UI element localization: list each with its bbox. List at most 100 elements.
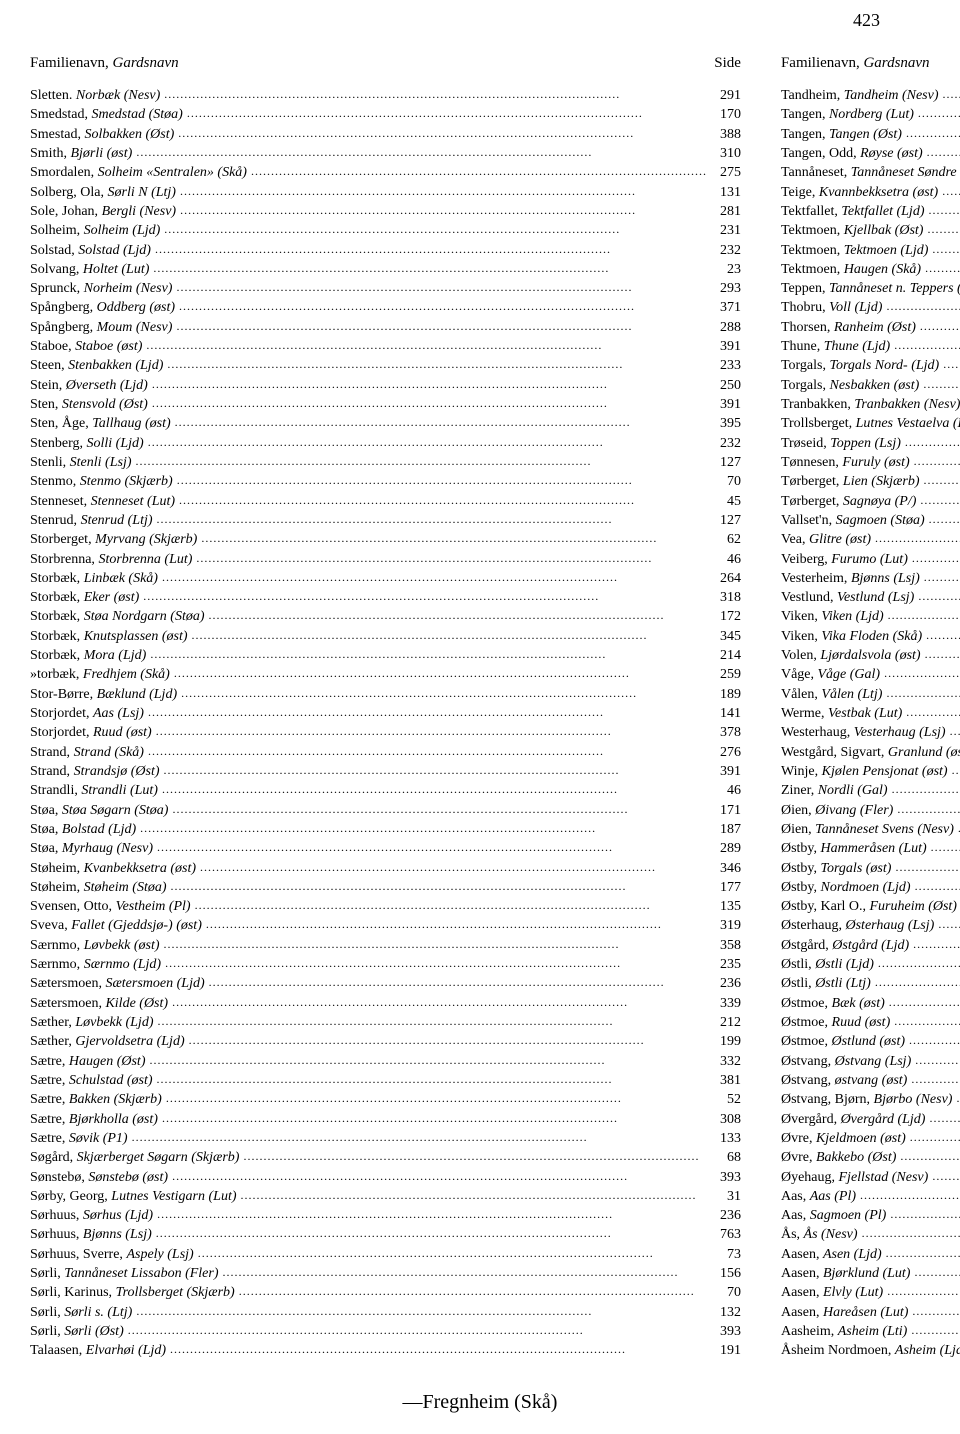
- index-entry: Østby, Hammeråsen (Lut)21: [781, 839, 960, 858]
- leader-dots: [187, 105, 707, 124]
- family-name: Tangen,: [781, 107, 829, 122]
- gards-name: Bergli (Nesv): [102, 204, 177, 219]
- entry-page: 281: [711, 202, 741, 221]
- index-entry: Stein, Øverseth (Ljd)250: [30, 376, 741, 395]
- entry-page: 381: [711, 1071, 741, 1090]
- entry-page: 232: [711, 241, 741, 260]
- gards-name: Hammeråsen (Lut): [821, 841, 927, 856]
- entry-label: Talaasen, Elvarhøi (Ljd): [30, 1341, 166, 1360]
- family-name: Viken,: [781, 609, 821, 624]
- index-entry: Tønnesen, Furuly (øst)323: [781, 453, 960, 472]
- entry-label: »torbæk, Fredhjem (Skå): [30, 665, 170, 684]
- family-name: Støheim,: [30, 880, 84, 895]
- index-entry: Svensen, Otto, Vestheim (Pl)135: [30, 897, 741, 916]
- leader-dots: [918, 588, 960, 607]
- index-entry: Thorsen, Ranheim (Øst)376: [781, 318, 960, 337]
- gards-name: østvang (øst): [835, 1073, 908, 1088]
- entry-label: Østby, Torgals (øst): [781, 859, 891, 878]
- entry-label: Sørli, Sørli (Øst): [30, 1322, 124, 1341]
- gards-name: Solheim «Sentralen» (Skå): [98, 165, 247, 180]
- index-entry: Tektmoen, Tektmoen (Ljd)238: [781, 241, 960, 260]
- left-entries: Sletten. Norbæk (Nesv)291Smedstad, Smeds…: [30, 86, 741, 1361]
- leader-dots: [906, 125, 960, 144]
- leader-dots: [201, 530, 707, 549]
- leader-dots: [157, 511, 707, 530]
- entry-page: 191: [711, 1341, 741, 1360]
- leader-dots: [241, 1187, 707, 1206]
- index-entry: Stenrud, Stenrud (Ltj)127: [30, 511, 741, 530]
- family-name: Sætersmoen,: [30, 976, 105, 991]
- index-entry: Sten, Stensvold (Øst)391: [30, 395, 741, 414]
- entry-label: Stenberg, Solli (Ljd): [30, 434, 144, 453]
- index-entry: Øvergård, Øvergård (Ljd)250: [781, 1110, 960, 1129]
- leader-dots: [920, 318, 960, 337]
- index-entry: Viken, Viken (Ljd)245: [781, 607, 960, 626]
- index-entry: Østli, Østli (Ltj)139: [781, 974, 960, 993]
- entry-label: Storjordet, Ruud (øst): [30, 723, 152, 742]
- family-name: Østby,: [781, 861, 821, 876]
- leader-dots: [886, 1245, 960, 1264]
- index-entry: Sørhuus, Bjønns (Lsj)763: [30, 1225, 741, 1244]
- leader-dots: [176, 279, 706, 298]
- gards-name: Thune (Ljd): [824, 339, 891, 354]
- entry-label: Tørberget, Lien (Skjærb): [781, 472, 920, 491]
- family-name: Tønnesen,: [781, 455, 842, 470]
- leader-dots: [889, 994, 960, 1013]
- gards-name: Glitre (øst): [809, 532, 871, 547]
- gards-name: Sagnøya (P/): [843, 494, 916, 509]
- entry-page: 199: [711, 1032, 741, 1051]
- index-entry: Sætersmoen, Sætersmoen (Ljd)236: [30, 974, 741, 993]
- leader-dots: [909, 1032, 960, 1051]
- left-column: Familienavn, Gardsnavn Side Sletten. Nor…: [30, 55, 741, 1361]
- leader-dots: [148, 434, 707, 453]
- gards-name: Tektfallet (Ljd): [841, 204, 924, 219]
- family-name: Østmoe,: [781, 996, 832, 1011]
- family-name: Sætre,: [30, 1073, 69, 1088]
- entry-label: Aasen, Elvly (Lut): [781, 1283, 883, 1302]
- leader-dots: [927, 144, 960, 163]
- gards-name: Nesbakken (øst): [830, 378, 920, 393]
- leader-dots: [172, 1168, 707, 1187]
- family-name: Vallset'n,: [781, 513, 836, 528]
- gards-name: Kjellbak (Øst): [844, 223, 924, 238]
- family-name: Svensen, Otto,: [30, 899, 116, 914]
- family-name: Østby,: [781, 880, 821, 895]
- gards-name: Furumo (Lut): [831, 552, 908, 567]
- family-name: Stenneset,: [30, 494, 91, 509]
- family-name: Aas,: [781, 1189, 810, 1204]
- entry-label: Storbæk, Linbæk (Skå): [30, 569, 158, 588]
- index-entry: Thune, Thune (Ljd)239: [781, 337, 960, 356]
- index-entry: Sætre, Bjørkholla (øst)308: [30, 1110, 741, 1129]
- leader-dots: [157, 1206, 707, 1225]
- entry-label: Sætre, Bjørkholla (øst): [30, 1110, 158, 1129]
- family-name: Særnmo,: [30, 957, 84, 972]
- entry-label: Aas, Sagmoen (Pl): [781, 1206, 886, 1225]
- gards-name: Ranheim (Øst): [834, 320, 916, 335]
- entry-label: Vålen, Vålen (Ltj): [781, 685, 882, 704]
- gards-name: Bjørli (øst): [70, 146, 132, 161]
- index-entry: Smordalen, Solheim «Sentralen» (Skå)275: [30, 163, 741, 182]
- index-entry: Sveva, Fallet (Gjeddsjø-) (øst)319: [30, 916, 741, 935]
- leader-dots: [223, 1264, 707, 1283]
- leader-dots: [950, 723, 960, 742]
- entry-page: 346: [711, 859, 741, 878]
- leader-dots: [206, 916, 707, 935]
- family-name: Spångberg,: [30, 320, 97, 335]
- leader-dots: [894, 337, 960, 356]
- entry-page: 177: [711, 878, 741, 897]
- entry-page: 318: [711, 588, 741, 607]
- index-entry: Ås, Ås (Nesv)302: [781, 1225, 960, 1244]
- index-entry: Storbæk, Knutsplassen (øst)345: [30, 627, 741, 646]
- entry-page: 235: [711, 955, 741, 974]
- family-name: Sten, Åge,: [30, 416, 92, 431]
- gards-name: Mora (Ljd): [84, 648, 147, 663]
- entry-page: 236: [711, 1206, 741, 1225]
- entry-label: Stenli, Stenli (Lsj): [30, 453, 132, 472]
- gards-name: Nordli (Gal): [818, 783, 888, 798]
- family-name: Østmoe,: [781, 1034, 832, 1049]
- entry-label: Thune, Thune (Ljd): [781, 337, 890, 356]
- gards-name: Haugen (Skå): [844, 262, 921, 277]
- leader-dots: [136, 144, 707, 163]
- family-name: Øyehaug,: [781, 1170, 839, 1185]
- entry-page: 170: [711, 105, 741, 124]
